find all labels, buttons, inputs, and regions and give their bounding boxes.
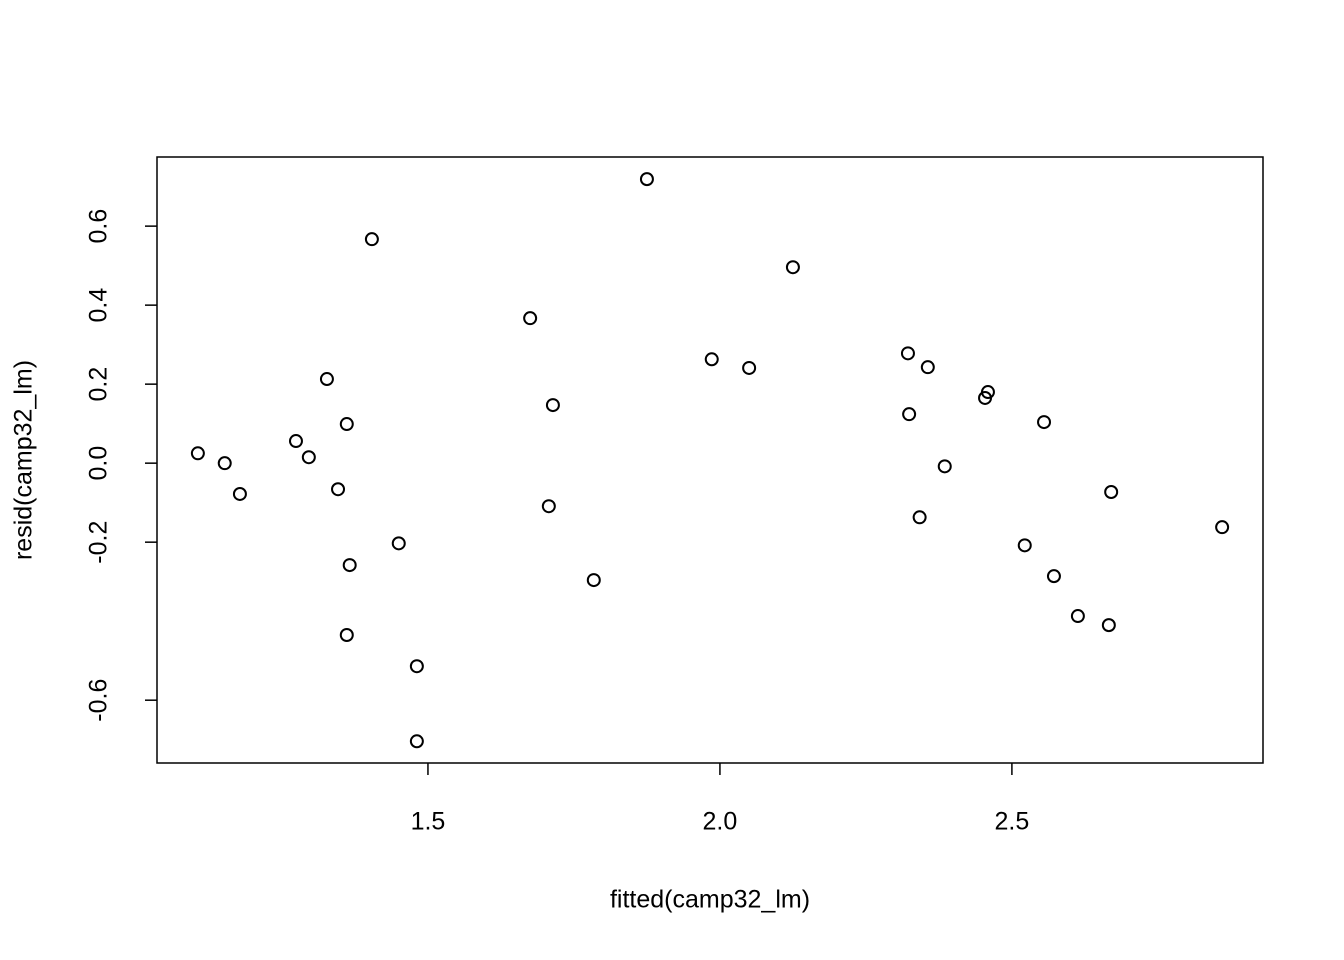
point <box>190 446 205 461</box>
point <box>1215 520 1230 535</box>
point <box>1017 538 1032 553</box>
y-tick-label: 0.2 <box>85 367 113 402</box>
point <box>301 450 316 465</box>
plot-frame <box>156 156 1264 764</box>
y-tick-label: -0.6 <box>85 679 113 722</box>
point <box>541 499 556 514</box>
point <box>339 628 354 643</box>
point <box>912 510 927 525</box>
point <box>742 360 757 375</box>
y-tick-label: 0.6 <box>85 209 113 244</box>
point <box>900 346 915 361</box>
y-tick-label: 0.0 <box>85 446 113 481</box>
point <box>937 459 952 474</box>
point <box>1101 618 1116 633</box>
x-tick-label: 1.5 <box>411 808 446 836</box>
point <box>1104 484 1119 499</box>
point <box>331 482 346 497</box>
point <box>704 352 719 367</box>
point <box>391 536 406 551</box>
point <box>288 434 303 449</box>
x-axis-label: fitted(camp32_lm) <box>610 886 810 914</box>
point <box>1037 415 1052 430</box>
x-tick-label: 2.5 <box>995 808 1030 836</box>
point <box>1046 569 1061 584</box>
point <box>339 417 354 432</box>
y-tick-label: -0.2 <box>85 521 113 564</box>
point <box>217 456 232 471</box>
point <box>232 486 247 501</box>
x-tick-label: 2.0 <box>703 808 738 836</box>
point <box>364 232 379 247</box>
y-tick-label: 0.4 <box>85 288 113 323</box>
point <box>319 372 334 387</box>
point <box>639 172 654 187</box>
point <box>409 734 424 749</box>
point <box>1070 609 1085 624</box>
point <box>409 659 424 674</box>
y-axis-label: resid(camp32_lm) <box>10 360 38 560</box>
point <box>902 407 917 422</box>
point <box>342 558 357 573</box>
point <box>920 360 935 375</box>
point <box>980 385 995 400</box>
point <box>545 398 560 413</box>
point <box>523 311 538 326</box>
point <box>785 260 800 275</box>
point <box>586 573 601 588</box>
